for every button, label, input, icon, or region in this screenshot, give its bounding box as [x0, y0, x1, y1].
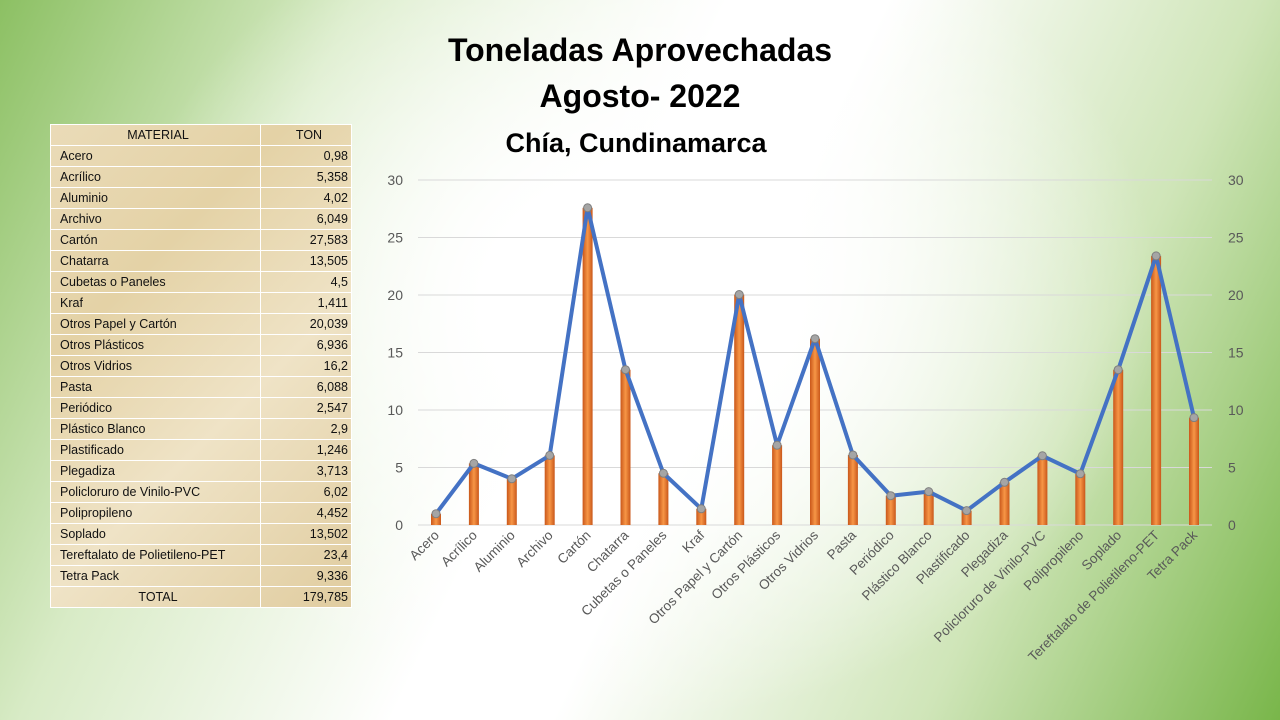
table-total-row: TOTAL 179,785	[50, 586, 352, 608]
data-point	[886, 491, 896, 501]
bar	[620, 369, 631, 525]
bar	[468, 463, 479, 525]
data-point	[734, 290, 744, 300]
y-tick-label-right: 20	[1228, 287, 1244, 303]
data-point	[1075, 469, 1085, 479]
y-tick-label-left: 5	[395, 460, 403, 476]
bar	[658, 473, 669, 525]
bar	[847, 454, 858, 525]
bar	[431, 513, 441, 525]
material-cell: Otros Papel y Cartón	[50, 313, 261, 335]
bar	[999, 482, 1010, 525]
bar	[772, 445, 783, 525]
y-tick-label-right: 15	[1228, 345, 1244, 361]
bar	[1189, 417, 1199, 525]
table-row: Archivo 6,049	[50, 208, 352, 230]
data-point	[848, 450, 858, 460]
data-point	[507, 474, 517, 484]
table-row: Pasta 6,088	[50, 376, 352, 398]
x-tick-label: Kraf	[679, 527, 707, 555]
x-tick-label: Archivo	[513, 528, 555, 570]
table-row: Acrílico 5,358	[50, 166, 352, 188]
ton-cell: 13,505	[260, 250, 352, 272]
ton-cell: 6,049	[260, 208, 352, 230]
y-tick-label-left: 10	[387, 402, 403, 418]
table-row: Chatarra 13,505	[50, 250, 352, 272]
bar	[1075, 473, 1086, 525]
ton-cell: 179,785	[260, 586, 352, 608]
table-row: Otros Vidrios 16,2	[50, 355, 352, 377]
bar	[696, 508, 707, 525]
data-point	[1151, 251, 1161, 261]
y-tick-label-right: 0	[1228, 517, 1236, 533]
bar	[1113, 369, 1124, 525]
ton-cell: 2,547	[260, 397, 352, 419]
data-point	[696, 504, 706, 514]
bar	[506, 478, 517, 525]
data-point	[583, 203, 593, 213]
ton-cell: 13,502	[260, 523, 352, 545]
bar	[923, 491, 934, 525]
bar	[734, 294, 745, 525]
material-cell: Policloruro de Vinilo-PVC	[50, 481, 261, 503]
y-tick-label-right: 25	[1228, 230, 1244, 246]
material-cell: TOTAL	[50, 586, 261, 608]
table-row: Otros Papel y Cartón 20,039	[50, 313, 352, 335]
chart-title: Toneladas Aprovechadas	[447, 32, 833, 68]
data-point	[658, 468, 668, 478]
data-point	[1037, 451, 1047, 461]
data-point	[1189, 413, 1199, 423]
data-point	[924, 487, 934, 497]
chart-subtitle-date: Agosto- 2022	[539, 78, 741, 114]
data-point	[621, 365, 630, 375]
y-tick-label-left: 25	[387, 230, 403, 246]
ton-cell: 23,4	[260, 544, 352, 566]
y-tick-label-right: 30	[1228, 172, 1244, 188]
data-point	[810, 334, 820, 344]
y-tick-label-left: 15	[387, 345, 403, 361]
table-row: Policloruro de Vinilo-PVC 6,02	[50, 481, 352, 503]
material-cell: Otros Vidrios	[50, 355, 261, 377]
bar	[1037, 455, 1048, 525]
x-tick-label: Acero	[407, 528, 443, 564]
bar	[810, 338, 820, 525]
table-row: Cubetas o Paneles 4,5	[50, 271, 352, 293]
data-point	[1113, 365, 1123, 375]
ton-cell: 5,358	[260, 166, 352, 188]
data-point	[772, 440, 782, 450]
material-cell: Archivo	[50, 208, 261, 230]
data-point	[469, 458, 479, 468]
ton-cell: 2,9	[260, 418, 352, 440]
material-cell: Polipropileno	[50, 502, 261, 524]
table-row: Periódico 2,547	[50, 397, 352, 419]
bar	[544, 455, 555, 525]
data-point	[1000, 477, 1009, 487]
table-row: Plegadiza 3,713	[50, 460, 352, 482]
materials-table: MATERIAL TON Acero 0,98 Acrílico 5,358 Alumini…	[50, 124, 352, 608]
y-tick-label-left: 30	[387, 172, 403, 188]
table-row: Otros Plásticos 6,936	[50, 334, 352, 356]
data-point	[545, 450, 555, 460]
x-tick-label: Pasta	[824, 527, 859, 562]
y-tick-label-right: 10	[1228, 402, 1244, 418]
chart-subtitle-location: Chía, Cundinamarca	[505, 128, 767, 158]
x-tick-label: Aluminio	[471, 528, 518, 575]
y-tick-label-left: 0	[395, 517, 403, 533]
data-point	[962, 506, 972, 516]
bar	[1151, 255, 1162, 525]
bar	[885, 495, 896, 525]
data-point	[431, 509, 441, 519]
y-tick-label-right: 5	[1228, 460, 1236, 476]
table-row: Acero 0,98	[50, 145, 352, 167]
y-tick-label-left: 20	[387, 287, 403, 303]
bar	[582, 207, 593, 525]
bar	[961, 510, 972, 525]
